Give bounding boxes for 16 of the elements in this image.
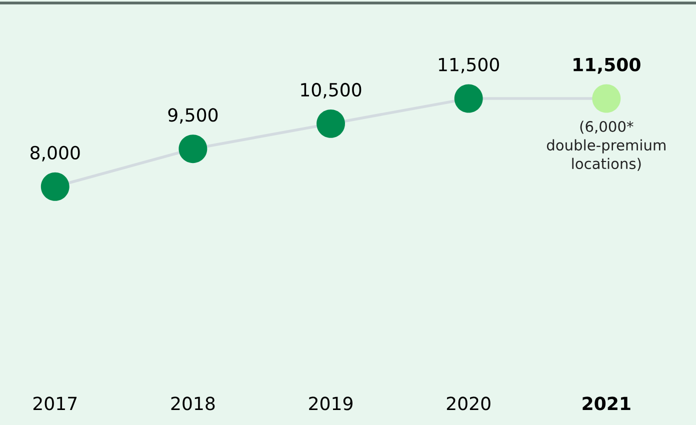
annotation: (6,000* double-premium locations) <box>546 120 666 171</box>
x-tick-label: 2019 <box>309 396 352 410</box>
x-tick-label: 2017 <box>33 396 77 410</box>
point <box>592 84 621 113</box>
data-label: 11,500 <box>574 58 640 74</box>
x-tick-label: 2018 <box>171 396 215 410</box>
point <box>40 172 70 201</box>
x-tick-label: 2020 <box>446 396 490 410</box>
x-tick-label: 2021 <box>582 396 630 410</box>
point <box>316 109 346 138</box>
point <box>454 84 483 113</box>
point <box>178 134 208 164</box>
data-label: 8,000 <box>30 146 80 162</box>
data-label: 10,500 <box>301 82 362 98</box>
data-label: 9,500 <box>168 108 218 124</box>
data-label: 11,500 <box>438 58 499 74</box>
